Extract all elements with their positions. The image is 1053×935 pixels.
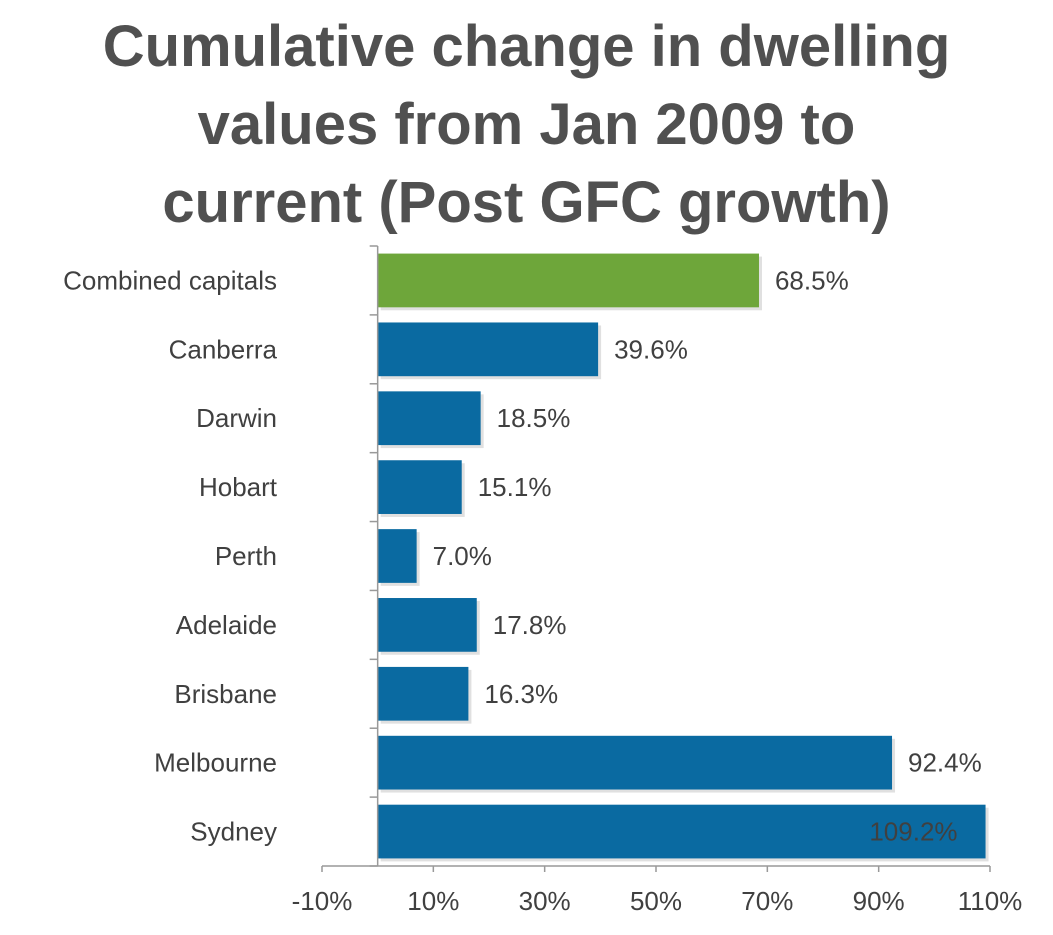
x-tick-label: 110% bbox=[958, 886, 1023, 916]
x-tick-label: 90% bbox=[853, 886, 905, 916]
chart-title-line-1: Cumulative change in dwelling bbox=[102, 14, 951, 79]
bar-canberra bbox=[377, 322, 599, 377]
category-label-melbourne: Melbourne bbox=[154, 748, 277, 778]
category-label-brisbane: Brisbane bbox=[174, 679, 277, 709]
bar-brisbane bbox=[377, 666, 469, 721]
value-label-hobart: 15.1% bbox=[478, 472, 552, 502]
bar-melbourne bbox=[377, 735, 893, 790]
value-label-sydney: 109.2% bbox=[869, 817, 957, 847]
bar-adelaide bbox=[377, 598, 477, 652]
chart-title-line-2: values from Jan 2009 to bbox=[197, 92, 856, 157]
x-tick-label: -10% bbox=[292, 886, 353, 916]
category-label-sydney: Sydney bbox=[190, 817, 277, 847]
x-tick-label: 50% bbox=[630, 886, 682, 916]
bar-combined-capitals bbox=[377, 253, 759, 308]
category-label-combined-capitals: Combined capitals bbox=[63, 265, 277, 295]
x-tick-label: 30% bbox=[519, 886, 571, 916]
category-label-canberra: Canberra bbox=[169, 334, 278, 364]
value-label-melbourne: 92.4% bbox=[908, 748, 982, 778]
x-tick-label: 70% bbox=[741, 886, 793, 916]
category-label-perth: Perth bbox=[215, 541, 277, 571]
category-label-darwin: Darwin bbox=[196, 403, 277, 433]
bar-hobart bbox=[377, 460, 462, 514]
chart-title-line-3: current (Post GFC growth) bbox=[162, 170, 891, 235]
value-label-combined-capitals: 68.5% bbox=[775, 265, 849, 295]
value-label-darwin: 18.5% bbox=[497, 403, 571, 433]
category-label-adelaide: Adelaide bbox=[176, 610, 277, 640]
bar-perth bbox=[377, 529, 417, 583]
bar-darwin bbox=[377, 391, 481, 446]
x-tick-label: 10% bbox=[407, 886, 459, 916]
chart-title: Cumulative change in dwelling values fro… bbox=[0, 8, 1053, 242]
value-label-canberra: 39.6% bbox=[614, 334, 688, 364]
value-label-brisbane: 16.3% bbox=[484, 679, 558, 709]
bar-sydney bbox=[377, 804, 986, 859]
category-label-hobart: Hobart bbox=[199, 472, 278, 502]
value-label-perth: 7.0% bbox=[433, 541, 492, 571]
value-label-adelaide: 17.8% bbox=[493, 610, 567, 640]
